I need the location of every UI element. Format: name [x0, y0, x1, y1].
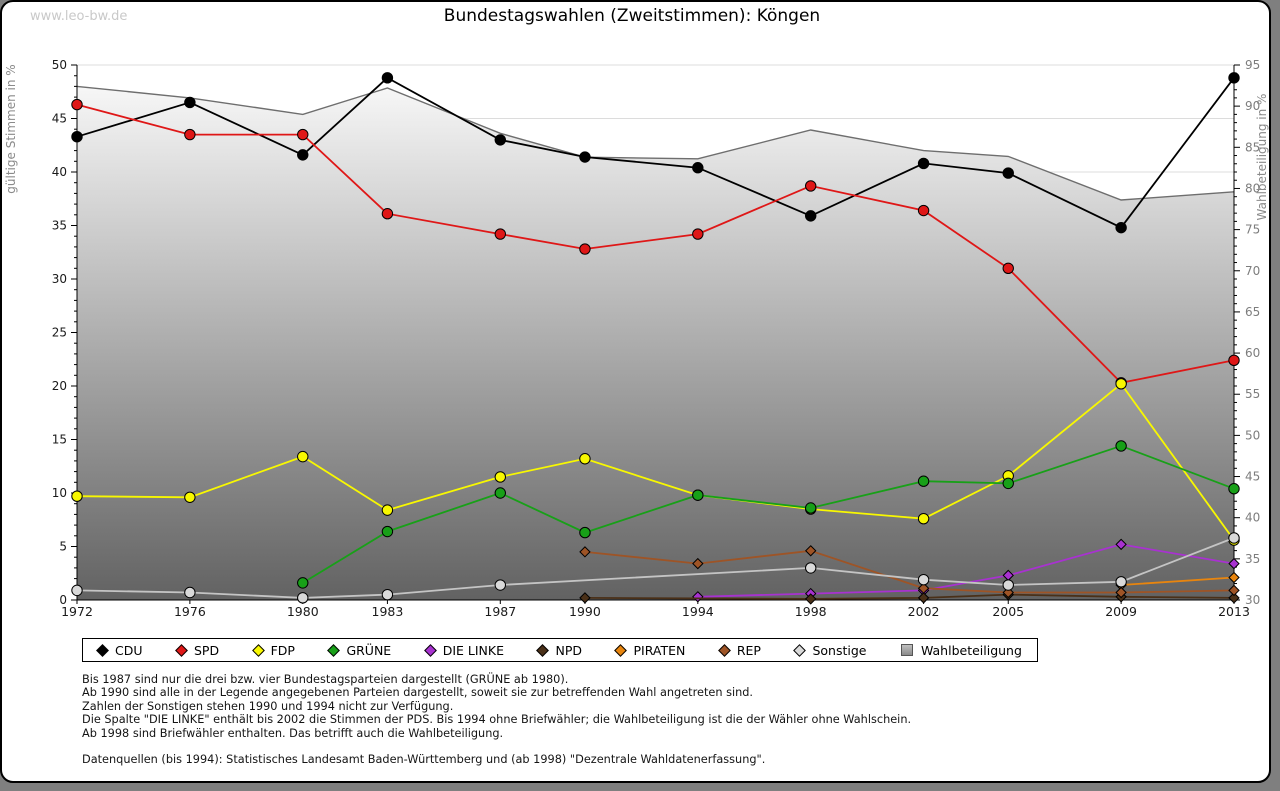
series-cdu [71, 72, 1240, 234]
legend-item-piraten: PIRATEN [614, 642, 686, 658]
left-axis-title: gültige Stimmen in % [4, 64, 18, 193]
svg-text:15: 15 [52, 433, 67, 447]
legend-label: Wahlbeteiligung [920, 642, 1022, 658]
svg-text:45: 45 [1245, 470, 1260, 484]
svg-text:35: 35 [52, 219, 67, 233]
svg-text:1976: 1976 [174, 604, 206, 619]
series-spd [71, 98, 1240, 389]
page-title: Bundestagswahlen (Zweitstimmen): Köngen [443, 6, 821, 26]
svg-text:75: 75 [1245, 223, 1260, 237]
svg-text:80: 80 [1245, 181, 1260, 195]
footnote-line: Ab 1990 sind alle in der Legende angegeb… [82, 686, 754, 700]
legend-label: REP [736, 642, 761, 658]
legend-label: DIE LINKE [442, 642, 504, 658]
footnote-line: Ab 1998 sind Briefwähler enthalten. Das … [82, 726, 504, 740]
legend-label: SPD [194, 642, 220, 658]
footnotes: Bis 1987 sind nur die drei bzw. vier Bun… [82, 673, 911, 767]
axes [71, 64, 1240, 604]
legend-label: GRÜNE [346, 642, 392, 658]
legend-label: NPD [555, 642, 582, 658]
series-rep [579, 545, 1240, 599]
svg-text:1983: 1983 [372, 604, 404, 619]
svg-text:40: 40 [52, 165, 67, 179]
series-npd [579, 588, 1240, 605]
svg-text:85: 85 [1245, 140, 1260, 154]
svg-text:50: 50 [1245, 428, 1260, 442]
legend-item-grüne: GRÜNE [327, 642, 392, 658]
svg-text:55: 55 [1245, 387, 1260, 401]
svg-text:20: 20 [52, 379, 67, 393]
svg-text:25: 25 [52, 326, 67, 340]
svg-text:2009: 2009 [1105, 604, 1137, 619]
series-marker-icon [327, 643, 341, 657]
svg-text:10: 10 [52, 486, 67, 500]
svg-text:30: 30 [1245, 593, 1260, 607]
legend-label: PIRATEN [633, 642, 686, 658]
series-marker-icon [793, 643, 807, 657]
series-sonstige [71, 532, 1240, 604]
series-wahlbeteiligung-area [77, 86, 1234, 600]
tick-labels: 0 5 10 15 20 25 30 35 40 45 50 30 35 40 45 50 55 60 65 70 75… [52, 58, 1261, 619]
series-wahlbeteiligung-line [76, 85, 1235, 201]
svg-text:2013: 2013 [1218, 604, 1250, 619]
legend-item-wahlbeteiligung: Wahlbeteiligung [900, 642, 1022, 658]
series-grüne [297, 440, 1240, 589]
svg-text:90: 90 [1245, 99, 1260, 113]
svg-text:70: 70 [1245, 264, 1260, 278]
series-marker-icon [175, 643, 188, 657]
legend-item-sonstige: Sonstige [793, 642, 867, 658]
legend-label: Sonstige [812, 642, 867, 658]
legend-item-rep: REP [717, 642, 761, 658]
series-marker-icon [536, 643, 550, 657]
svg-text:60: 60 [1245, 346, 1260, 360]
footnote-line [82, 740, 911, 753]
svg-text:1998: 1998 [795, 604, 827, 619]
footnote-line: Die Spalte "DIE LINKE" enthält bis 2002 … [82, 713, 912, 727]
svg-text:1987: 1987 [484, 604, 516, 619]
legend-item-cdu: CDU [96, 642, 143, 658]
series-marker-icon [96, 643, 109, 657]
legend-label: CDU [115, 642, 143, 658]
election-line-chart: 0 5 10 15 20 25 30 35 40 45 50 30 35 40 45 50 55 60 65 70 75… [4, 58, 1269, 619]
legend-item-die-linke: DIE LINKE [423, 642, 504, 658]
legend-item-fdp: FDP [251, 642, 295, 658]
svg-text:40: 40 [1245, 511, 1260, 525]
svg-text:1994: 1994 [682, 604, 714, 619]
svg-text:5: 5 [59, 540, 67, 554]
legend-item-npd: NPD [536, 642, 582, 658]
svg-text:45: 45 [52, 112, 67, 126]
chart-legend: CDU SPD FDP GRÜNE DIE LINKE NPD PIRATEN REP Sons… [82, 638, 1038, 662]
series-marker-icon [423, 643, 437, 657]
svg-text:1980: 1980 [287, 604, 319, 619]
svg-text:30: 30 [52, 272, 67, 286]
series-marker-icon [717, 643, 731, 657]
svg-text:35: 35 [1245, 552, 1260, 566]
right-axis-title: Wahlbeteiligung in % [1255, 94, 1269, 221]
svg-text:1990: 1990 [569, 604, 601, 619]
svg-text:1972: 1972 [61, 604, 93, 619]
footnote-line: Zahlen der Sonstigen stehen 1990 und 199… [82, 699, 454, 713]
svg-text:0: 0 [59, 593, 67, 607]
footnote-line: Bis 1987 sind nur die drei bzw. vier Bun… [82, 673, 569, 686]
svg-text:2002: 2002 [908, 604, 940, 619]
series-marker-icon [251, 643, 265, 657]
svg-text:2005: 2005 [992, 604, 1024, 619]
svg-text:95: 95 [1245, 58, 1260, 72]
watermark: www.leo-bw.de [30, 9, 128, 24]
legend-label: FDP [270, 642, 295, 658]
svg-text:50: 50 [52, 58, 67, 72]
turnout-area-icon [900, 644, 913, 656]
legend-item-spd: SPD [175, 642, 220, 658]
footnote-line: Datenquellen (bis 1994): Statistisches L… [82, 753, 766, 767]
svg-text:65: 65 [1245, 305, 1260, 319]
series-marker-icon [614, 643, 628, 657]
